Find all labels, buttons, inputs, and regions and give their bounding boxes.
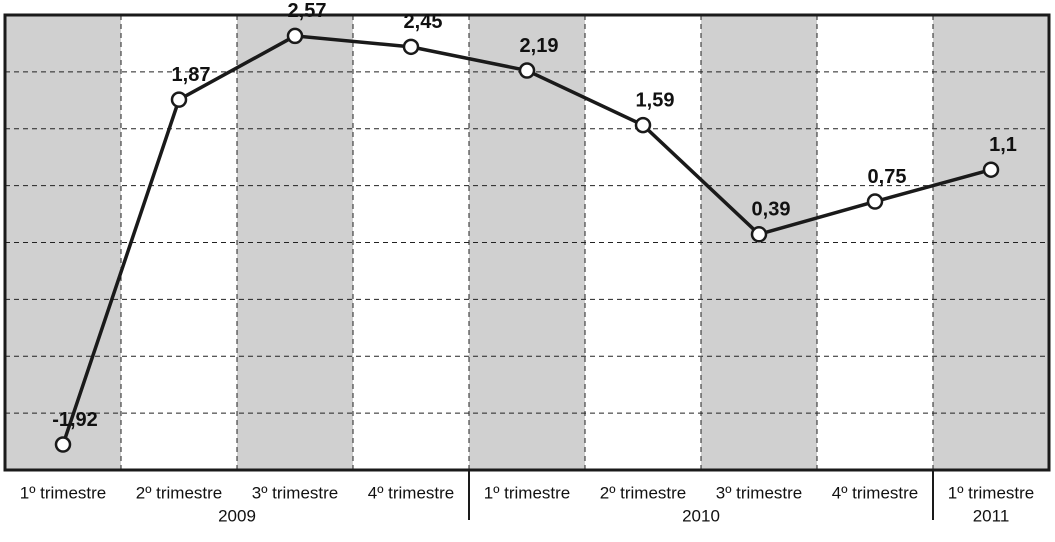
point <box>402 38 420 56</box>
x-tick-label: 3º trimestre <box>716 483 803 502</box>
x-tick-label: 1º trimestre <box>20 483 107 502</box>
x-tick-label: 4º trimestre <box>368 483 455 502</box>
data-label: 2,57 <box>288 0 327 22</box>
point <box>982 161 1000 178</box>
plot-frame <box>3 13 1051 472</box>
point <box>170 91 188 108</box>
data-label: 0,39 <box>752 199 791 221</box>
point <box>866 193 884 210</box>
point <box>286 27 304 45</box>
point <box>634 116 652 134</box>
group-label: 2009 <box>218 506 256 525</box>
x-tick-label: 1º trimestre <box>948 483 1035 502</box>
data-label: 0,75 <box>868 166 907 188</box>
data-label: -1,92 <box>52 409 98 431</box>
group-label: 2011 <box>973 506 1010 525</box>
x-tick-label: 3º trimestre <box>252 483 339 502</box>
point <box>54 436 72 453</box>
data-label: 1,87 <box>172 64 211 86</box>
x-tick-label: 2º trimestre <box>600 483 687 502</box>
point <box>518 62 536 79</box>
point <box>750 226 768 243</box>
group-label: 2010 <box>682 506 720 525</box>
data-label: 1,59 <box>636 89 675 111</box>
x-tick-label: 1º trimestre <box>484 483 571 502</box>
data-label: 1,1 <box>989 134 1017 156</box>
x-tick-label: 2º trimestre <box>136 483 223 502</box>
data-label: 2,19 <box>520 35 559 57</box>
x-tick-label: 4º trimestre <box>832 483 919 502</box>
data-label: 2,45 <box>404 11 443 33</box>
